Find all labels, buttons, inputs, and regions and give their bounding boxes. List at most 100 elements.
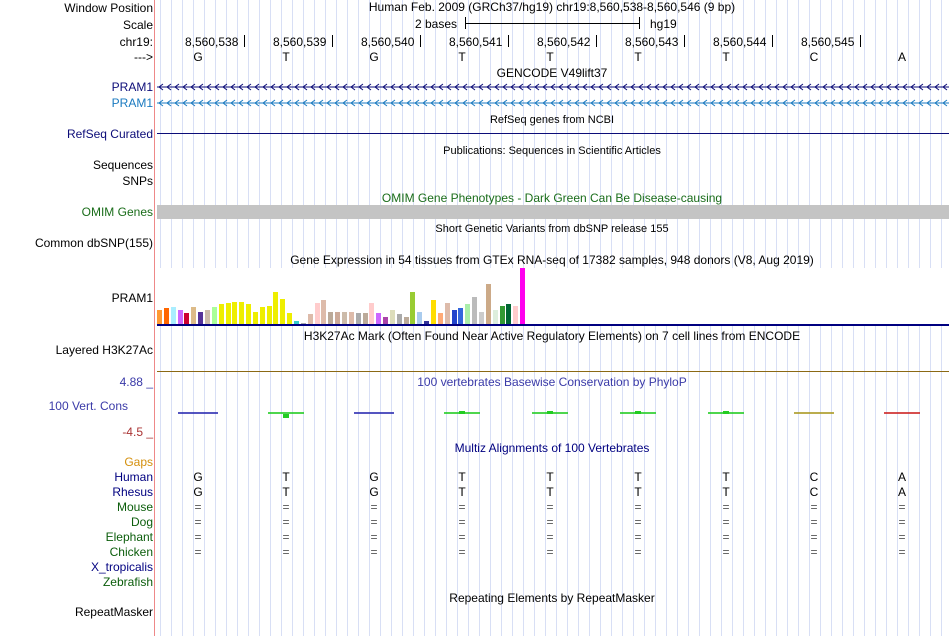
gtex-tissue-bar[interactable] xyxy=(513,306,519,324)
gtex-tissue-bar[interactable] xyxy=(225,303,231,324)
gtex-tissue-bar[interactable] xyxy=(157,310,162,324)
gtex-tissue-bar[interactable] xyxy=(321,300,327,324)
h3k27ac-track-title: H3K27Ac Mark (Often Found Near Active Re… xyxy=(303,329,801,343)
gtex-tissue-bar[interactable] xyxy=(431,300,436,324)
gtex-tissue-bar[interactable] xyxy=(376,313,382,324)
gtex-tissue-bar[interactable] xyxy=(314,303,320,324)
gtex-tissue-bar[interactable] xyxy=(437,313,443,324)
species-label[interactable]: Chicken xyxy=(109,545,153,559)
gtex-tissue-bar[interactable] xyxy=(389,310,395,324)
gtex-tissue-bar[interactable] xyxy=(287,313,293,324)
gtex-tissue-bar[interactable] xyxy=(218,304,224,324)
strand-arrow-icon xyxy=(694,99,700,107)
ruler-position: 8,560,539 xyxy=(273,35,327,49)
sequences-label[interactable]: Sequences xyxy=(92,158,153,172)
gtex-tissue-bar[interactable] xyxy=(252,312,258,324)
reference-base: G xyxy=(193,50,203,64)
gtex-tissue-bar[interactable] xyxy=(307,314,313,324)
strand-arrow-icon xyxy=(534,83,540,91)
gtex-tissue-bar[interactable] xyxy=(396,314,402,324)
gtex-tissue-bar[interactable] xyxy=(204,310,210,324)
gtex-tissue-bar[interactable] xyxy=(341,312,347,324)
strand-arrow-icon xyxy=(246,83,252,91)
species-label[interactable]: Rhesus xyxy=(112,485,153,499)
species-label[interactable]: Elephant xyxy=(105,530,153,544)
species-label[interactable]: Human xyxy=(114,470,153,484)
species-label[interactable]: Mouse xyxy=(116,500,153,514)
gtex-tissue-bar[interactable] xyxy=(506,304,512,324)
alignment-base: = xyxy=(458,500,466,514)
strand-arrow-icon xyxy=(390,83,396,91)
gtex-tissue-bar[interactable] xyxy=(369,303,375,324)
dbsnp-label[interactable]: Common dbSNP(155) xyxy=(34,236,153,250)
species-label[interactable]: X_tropicalis xyxy=(90,560,153,574)
gtex-tissue-bar[interactable] xyxy=(177,310,183,324)
strand-arrow-icon xyxy=(926,99,932,107)
strand-arrow-icon xyxy=(830,83,836,91)
gtex-tissue-bar[interactable] xyxy=(444,303,450,324)
gtex-tissue-bar[interactable] xyxy=(472,297,478,324)
gtex-tissue-bar[interactable] xyxy=(403,317,409,324)
gtex-label[interactable]: PRAM1 xyxy=(111,291,153,305)
conservation-plot[interactable] xyxy=(157,406,949,422)
gtex-tissue-bar[interactable] xyxy=(478,312,484,324)
refseq-gene-line[interactable] xyxy=(157,133,949,134)
strand-arrow-icon xyxy=(782,99,788,107)
h3k27ac-label[interactable]: Layered H3K27Ac xyxy=(55,343,153,357)
gtex-tissue-bar[interactable] xyxy=(170,307,176,324)
strand-arrow-icon xyxy=(798,99,804,107)
gtex-tissue-bar[interactable] xyxy=(424,321,430,324)
gtex-tissue-bar[interactable] xyxy=(163,308,169,324)
gtex-tissue-bar[interactable] xyxy=(246,304,252,324)
gtex-tissue-bar[interactable] xyxy=(273,292,279,324)
alignment-base: T xyxy=(722,485,730,499)
strand-arrow-icon xyxy=(166,99,172,107)
snps-label[interactable]: SNPs xyxy=(122,174,153,188)
gencode-gene2-label[interactable]: PRAM1 xyxy=(111,96,153,110)
gtex-tissue-bar[interactable] xyxy=(355,313,361,324)
gtex-tissue-bar[interactable] xyxy=(485,284,491,324)
species-label[interactable]: Zebrafish xyxy=(102,575,153,589)
gtex-tissue-bar[interactable] xyxy=(266,306,272,324)
gtex-tissue-bar[interactable] xyxy=(300,323,306,324)
gtex-tissue-bar[interactable] xyxy=(383,317,389,324)
gtex-tissue-bar[interactable] xyxy=(335,312,341,324)
cons-label[interactable]: 100 Vert. Cons xyxy=(48,399,128,413)
gtex-tissue-bar[interactable] xyxy=(362,313,368,324)
gtex-tissue-bar[interactable] xyxy=(499,306,505,324)
gtex-tissue-bar[interactable] xyxy=(294,321,299,324)
gtex-tissue-bar[interactable] xyxy=(348,312,354,324)
gtex-tissue-bar[interactable] xyxy=(232,302,238,324)
reference-base: T xyxy=(722,50,730,64)
gencode-transcript-2[interactable] xyxy=(157,98,949,108)
gtex-tissue-bar[interactable] xyxy=(191,307,197,324)
gtex-tissue-bar[interactable] xyxy=(198,312,204,324)
gtex-tissue-bar[interactable] xyxy=(211,307,217,324)
gtex-tissue-bar[interactable] xyxy=(465,304,471,324)
gtex-tissue-bar[interactable] xyxy=(259,307,265,324)
gtex-tissue-bar[interactable] xyxy=(280,299,286,324)
gtex-tissue-bar[interactable] xyxy=(184,313,190,324)
refseq-label[interactable]: RefSeq Curated xyxy=(66,127,153,141)
alignment-base: = xyxy=(722,530,730,544)
gtex-tissue-bar[interactable] xyxy=(458,308,464,324)
ruler-position: 8,560,543 xyxy=(625,35,679,49)
gencode-gene1-label[interactable]: PRAM1 xyxy=(111,80,153,94)
strand-arrow-icon xyxy=(582,99,588,107)
gtex-tissue-bar[interactable] xyxy=(410,292,416,324)
gtex-tissue-bar[interactable] xyxy=(417,312,423,324)
gaps-label[interactable]: Gaps xyxy=(124,455,153,469)
gtex-tissue-bar[interactable] xyxy=(451,310,457,324)
species-label[interactable]: Dog xyxy=(130,515,153,529)
gtex-tissue-bar[interactable] xyxy=(520,268,526,324)
gtex-tissue-bar[interactable] xyxy=(328,312,334,324)
strand-arrow-icon xyxy=(758,99,764,107)
strand-arrow-icon xyxy=(326,83,332,91)
omim-bar[interactable] xyxy=(157,205,949,219)
gtex-tissue-bar[interactable] xyxy=(492,310,498,324)
gencode-transcript-1[interactable] xyxy=(157,82,949,92)
repeatmasker-label[interactable]: RepeatMasker xyxy=(74,605,153,619)
omim-label[interactable]: OMIM Genes xyxy=(81,205,153,219)
gtex-tissue-bar[interactable] xyxy=(239,302,245,324)
strand-arrow-icon xyxy=(670,99,676,107)
